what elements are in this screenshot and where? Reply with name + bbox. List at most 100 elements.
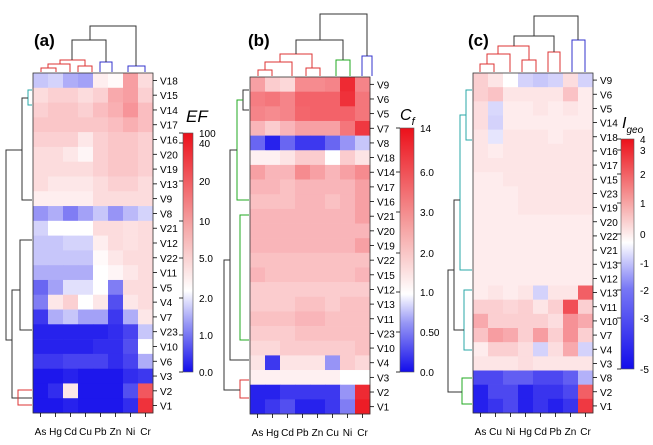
heatmap-cell: [48, 324, 64, 340]
heatmap-cell: [548, 398, 564, 414]
panel-a-colorbar-title: EF: [186, 107, 209, 126]
heatmap-cell: [63, 235, 79, 251]
row-label: V4: [160, 298, 173, 309]
heatmap-cell: [138, 161, 154, 177]
dendrogram-branch: [547, 51, 561, 72]
heatmap-cell: [48, 102, 64, 118]
heatmap-cell: [503, 398, 519, 414]
heatmap-cell: [280, 252, 296, 268]
heatmap-cell: [48, 73, 64, 89]
heatmap-cell: [78, 161, 94, 177]
heatmap-cell: [265, 282, 281, 298]
heatmap-cell: [78, 383, 94, 399]
heatmap-cell: [473, 370, 489, 385]
heatmap-cell: [533, 285, 549, 300]
heatmap-cell: [563, 398, 579, 414]
heatmap-cell: [563, 384, 579, 400]
heatmap-cell: [295, 267, 311, 283]
dendrogram-branch: [5, 149, 22, 341]
heatmap-cell: [265, 77, 281, 92]
heatmap-cell: [250, 194, 266, 210]
column-label: Pb: [94, 427, 107, 438]
heatmap-cell: [138, 220, 154, 236]
heatmap-cell: [310, 267, 326, 283]
column-label: Pb: [549, 427, 562, 438]
column-label: Ni: [126, 427, 135, 438]
heatmap-cell: [250, 326, 266, 342]
heatmap-cell: [488, 370, 504, 385]
heatmap-cell: [33, 102, 49, 118]
heatmap-cell: [33, 294, 49, 310]
heatmap-cell: [295, 91, 311, 107]
heatmap-cell: [280, 150, 296, 166]
heatmap-cell: [295, 120, 311, 136]
heatmap-cell: [325, 164, 341, 180]
heatmap-cell: [310, 179, 326, 195]
heatmap-cell: [265, 311, 281, 327]
heatmap-cell: [138, 191, 154, 207]
heatmap-cell: [355, 282, 371, 298]
heatmap-cell: [578, 129, 594, 145]
heatmap-cell: [265, 164, 281, 180]
heatmap-cell: [518, 257, 534, 272]
colorbar: [399, 127, 415, 373]
dendrogram-branch: [21, 97, 32, 201]
heatmap-cell: [578, 214, 594, 230]
heatmap-cell: [93, 161, 109, 177]
heatmap-cell: [473, 87, 489, 102]
heatmap-cell: [108, 132, 124, 148]
heatmap-cell: [563, 115, 579, 130]
heatmap-cell: [325, 106, 341, 122]
heatmap-cell: [578, 243, 594, 258]
row-label: V7: [600, 331, 613, 342]
heatmap-cell: [310, 194, 326, 210]
dendrogram-branch: [335, 59, 351, 76]
heatmap-cell: [548, 186, 564, 201]
heatmap-cell: [325, 135, 341, 151]
colorbar-tick-label: 100: [199, 129, 216, 140]
heatmap-cell: [250, 106, 266, 122]
heatmap-cell: [355, 384, 371, 400]
heatmap-cell: [488, 73, 504, 88]
heatmap-cell: [578, 101, 594, 116]
heatmap-cell: [325, 399, 341, 415]
heatmap-cell: [473, 342, 489, 357]
row-label: V19: [600, 204, 618, 215]
heatmap-cell: [93, 309, 109, 325]
heatmap-cell: [355, 164, 371, 180]
heatmap-cell: [325, 208, 341, 224]
heatmap-cell: [123, 161, 139, 177]
heatmap-cell: [563, 73, 579, 88]
row-label: V13: [160, 180, 178, 191]
row-label: V22: [160, 254, 178, 265]
heatmap-cell: [473, 398, 489, 414]
heatmap-cell: [355, 340, 371, 356]
heatmap-cell: [138, 250, 154, 266]
heatmap-cell: [63, 146, 79, 162]
dendrogram-branch: [521, 59, 537, 72]
dendrogram-branch: [77, 65, 93, 72]
heatmap-cell: [340, 164, 356, 180]
heatmap-cell: [488, 87, 504, 102]
colorbar-tick-label: 0.0: [420, 368, 434, 379]
heatmap-cell: [503, 115, 519, 130]
heatmap-cell: [108, 368, 124, 384]
row-label: V10: [377, 344, 395, 355]
heatmap-cell: [533, 384, 549, 400]
heatmap-cell: [563, 186, 579, 201]
heatmap-cell: [265, 252, 281, 268]
heatmap-cell: [340, 106, 356, 122]
heatmap-cell: [340, 77, 356, 92]
heatmap-cell: [78, 250, 94, 266]
heatmap-cell: [503, 186, 519, 201]
heatmap-cell: [325, 311, 341, 327]
heatmap-cell: [548, 370, 564, 385]
heatmap-cell: [93, 265, 109, 281]
heatmap-cell: [123, 309, 139, 325]
heatmap-cell: [548, 257, 564, 272]
heatmap-cell: [548, 87, 564, 102]
heatmap-cell: [108, 176, 124, 192]
dendrogram-branch: [17, 389, 32, 406]
dendrogram-branch: [239, 379, 249, 399]
heatmap-cell: [295, 282, 311, 298]
